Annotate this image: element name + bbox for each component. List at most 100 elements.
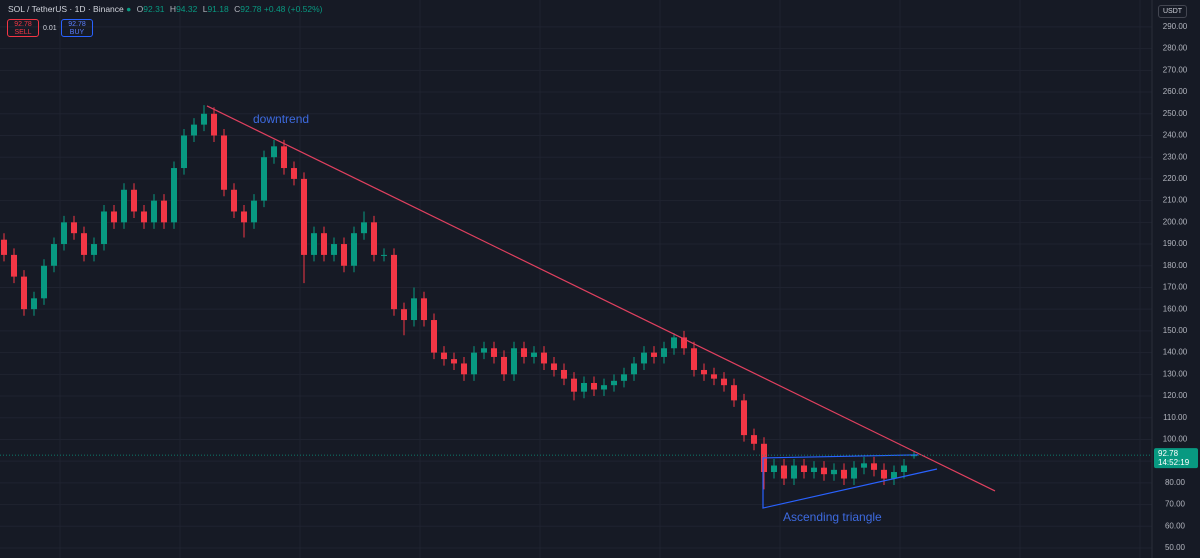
- candle-body: [541, 352, 547, 364]
- candle-body: [661, 348, 667, 357]
- annotation: downtrend: [253, 112, 309, 126]
- ohlc-value: 92.31: [143, 4, 165, 14]
- candle-body: [371, 222, 377, 255]
- change: +0.48 (+0.52%): [263, 4, 323, 14]
- status-dot: ●: [126, 4, 132, 14]
- symbol: SOL / TetherUS · 1D · Binance: [8, 4, 124, 14]
- candle-body: [791, 465, 797, 479]
- candle-body: [461, 363, 467, 375]
- y-tick-label: 240.00: [1163, 131, 1188, 140]
- candle-body: [71, 222, 77, 234]
- y-tick-label: 160.00: [1163, 304, 1188, 313]
- sell-price: 92.78: [14, 21, 32, 28]
- candle-body: [671, 337, 677, 349]
- candle-body: [271, 146, 277, 158]
- y-tick-label: 220.00: [1163, 174, 1188, 183]
- candle-body: [401, 309, 407, 321]
- y-tick-label: 180.00: [1163, 261, 1188, 270]
- y-tick-label: 70.00: [1165, 500, 1186, 509]
- candle-body: [521, 348, 527, 357]
- candle-body: [61, 222, 67, 245]
- candle-body: [641, 352, 647, 364]
- candle-body: [201, 113, 207, 125]
- y-tick-label: 260.00: [1163, 87, 1188, 96]
- candle-body: [611, 380, 617, 386]
- y-tick-label: 60.00: [1165, 521, 1186, 530]
- candle-body: [631, 363, 637, 375]
- candle-body: [241, 211, 247, 223]
- candle-body: [431, 320, 437, 353]
- y-tick-label: 130.00: [1163, 369, 1188, 378]
- candle-body: [101, 211, 107, 245]
- candle-body: [81, 233, 87, 255]
- y-tick-label: 110.00: [1163, 413, 1187, 422]
- candle-body: [881, 469, 887, 479]
- candle-body: [1, 239, 7, 255]
- candle-body: [451, 359, 457, 364]
- candle-body: [491, 348, 497, 357]
- candle-body: [311, 233, 317, 255]
- candle-body: [331, 244, 337, 255]
- last-price-label: 92.78: [1158, 449, 1179, 458]
- candle-body: [361, 222, 367, 234]
- y-tick-label: 200.00: [1163, 217, 1188, 226]
- candle-body: [851, 467, 857, 479]
- candle-body: [891, 472, 897, 479]
- y-tick-label: 270.00: [1163, 65, 1188, 74]
- candle-body: [181, 135, 187, 169]
- ohlc-label: L: [202, 4, 208, 14]
- candle-body: [411, 298, 417, 321]
- candle-body: [321, 233, 327, 255]
- candle-body: [591, 383, 597, 390]
- countdown-label: 14:52:19: [1158, 458, 1190, 467]
- candle-body: [511, 348, 517, 375]
- ohlc-label: H: [169, 4, 177, 14]
- y-tick-label: 210.00: [1163, 196, 1188, 205]
- candle-body: [351, 233, 357, 266]
- candle-body: [601, 385, 607, 390]
- candle-body: [551, 363, 557, 370]
- candle-body: [481, 348, 487, 353]
- candle-body: [281, 146, 287, 169]
- candle-body: [391, 254, 397, 310]
- candle-body: [11, 254, 17, 277]
- drawing-line: [206, 105, 996, 492]
- candle-body: [721, 378, 727, 386]
- y-tick-label: 50.00: [1165, 543, 1186, 552]
- ohlc-value: 94.32: [176, 4, 198, 14]
- currency-button[interactable]: USDT: [1158, 5, 1188, 18]
- annotation: Ascending triangle: [783, 510, 882, 524]
- sell-button[interactable]: 92.78 SELL: [7, 19, 39, 37]
- candle-body: [831, 469, 837, 475]
- candle-body: [171, 168, 177, 223]
- candle-body: [301, 178, 307, 255]
- candle-body: [131, 189, 137, 212]
- candle-body: [621, 374, 627, 381]
- candle-body: [751, 435, 757, 444]
- candle-body: [871, 463, 877, 470]
- buy-button[interactable]: 92.78 BUY: [61, 19, 93, 37]
- candle-body: [41, 265, 47, 299]
- candle-body: [731, 385, 737, 401]
- candle-body: [841, 469, 847, 479]
- candle-body: [291, 168, 297, 179]
- buy-price: 92.78: [68, 21, 86, 28]
- candle-body: [861, 463, 867, 468]
- y-tick-label: 80.00: [1165, 478, 1186, 487]
- candle-body: [741, 400, 747, 436]
- drawing-line: [762, 454, 938, 509]
- ohlc-label: O: [136, 4, 144, 14]
- candle-body: [161, 200, 167, 223]
- candle-body: [821, 467, 827, 475]
- candle-body: [251, 200, 257, 223]
- candle-body: [111, 211, 117, 223]
- candle-body: [221, 135, 227, 190]
- y-tick-label: 250.00: [1163, 109, 1188, 118]
- candle-body: [501, 356, 507, 375]
- y-tick-label: 100.00: [1163, 435, 1188, 444]
- candle-body: [701, 369, 707, 375]
- candle-body: [911, 455, 917, 457]
- candle-body: [581, 383, 587, 392]
